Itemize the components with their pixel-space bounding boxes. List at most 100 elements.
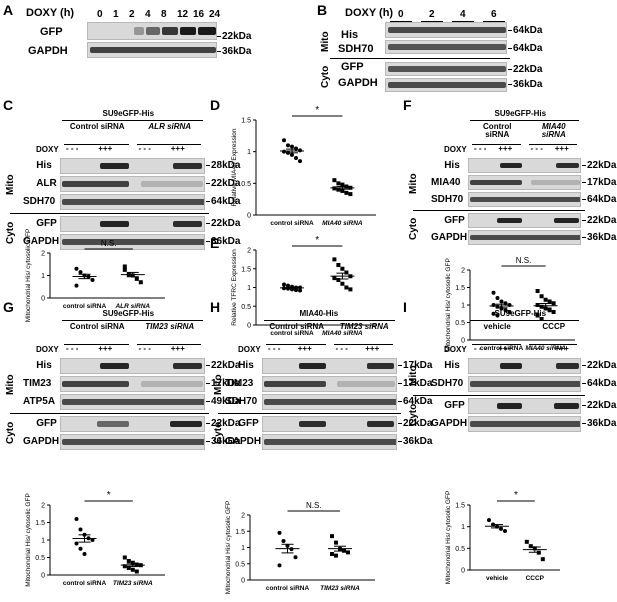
x-tick-label: CCCP <box>526 575 545 582</box>
b-timepoint-underline <box>452 21 474 22</box>
a-timepoint: 24 <box>209 9 221 20</box>
data-point <box>543 306 548 311</box>
data-point <box>74 283 79 288</box>
data-point <box>348 287 353 292</box>
data-point <box>332 186 337 191</box>
h-group-1: TIM23 siRNA <box>339 322 389 331</box>
h-mw-1: 17kDa <box>398 379 432 389</box>
c-blot-row <box>60 216 205 232</box>
data-point <box>340 281 345 286</box>
y-axis-label: Mitochondrial His/ cytosolic GFP <box>25 229 32 323</box>
c-title-underline <box>62 120 203 121</box>
h-row-4: GAPDH <box>225 436 262 447</box>
data-point <box>130 567 135 572</box>
c-mw-1: 22kDa <box>206 179 240 189</box>
data-point <box>547 299 552 304</box>
g-blot-row <box>60 376 205 392</box>
g-group-0: Control siRNA <box>69 322 125 331</box>
y-tick-label: 1.5 <box>241 118 251 125</box>
h-group-underline <box>266 344 326 345</box>
y-tick-label: 0.5 <box>235 561 245 568</box>
panel-label-a: A <box>3 2 14 18</box>
a-mw-36: 36kDa <box>217 47 251 57</box>
y-tick-label: 0.5 <box>241 304 251 311</box>
y-tick-label: 1 <box>461 524 465 531</box>
i-mw-0: 22kDa <box>582 361 616 371</box>
f-blot-row <box>468 213 581 228</box>
c-doxy-label: DOXY <box>36 145 59 154</box>
data-point <box>74 517 79 521</box>
h-row-3: GFP <box>238 418 259 429</box>
i-row-1: SDH70 <box>431 378 464 389</box>
i-blot-row <box>468 416 581 432</box>
i-minus: - - - <box>530 344 543 353</box>
a-timepoint: 12 <box>177 9 189 20</box>
y-tick-label: 0 <box>41 573 45 580</box>
y-tick-label: 1.5 <box>455 285 465 292</box>
g-row-1: TIM23 <box>23 378 52 389</box>
c-mw-2: 64kDa <box>206 197 240 207</box>
y-tick-label: 1 <box>461 303 465 310</box>
c-group-1: ALR siRNA <box>148 122 192 131</box>
f-group-1: MIA40 siRNA <box>541 122 566 140</box>
x-tick-label: MIA40 siRNA <box>322 220 363 227</box>
data-point <box>535 303 540 307</box>
data-point <box>298 288 302 293</box>
b-row-sdh70: SDH70 <box>338 43 374 55</box>
y-tick-label: 0 <box>41 296 45 303</box>
x-tick-label: control siRNA <box>270 220 314 227</box>
data-point <box>336 181 341 186</box>
x-tick-label: control siRNA <box>480 345 524 352</box>
h-blot-row <box>262 394 397 410</box>
data-point <box>277 530 282 535</box>
a-mw-22: 22kDa <box>217 32 251 42</box>
g-plus: +++ <box>98 344 113 353</box>
i-plus: +++ <box>554 344 569 353</box>
data-point <box>539 304 544 309</box>
data-point <box>491 311 496 316</box>
data-point <box>539 317 544 321</box>
c-row-4: GAPDH <box>23 236 60 247</box>
b-timepoint: 2 <box>429 9 435 20</box>
c-plus: +++ <box>98 144 113 153</box>
data-point <box>491 290 496 295</box>
significance-annotation: N.S. <box>101 239 117 248</box>
panel-label-h: H <box>210 299 221 315</box>
data-point <box>290 152 294 157</box>
c-group-underline <box>136 144 201 145</box>
c-group-0: Control siRNA <box>69 122 125 131</box>
y-tick-label: 0 <box>461 568 465 575</box>
data-point <box>543 297 548 302</box>
c-group-underline <box>64 144 129 145</box>
i-plus: +++ <box>498 344 513 353</box>
y-axis-label: Mitochondrial His/ cytosolic GFP <box>445 491 452 585</box>
data-point <box>74 266 79 271</box>
h-minus: - - - <box>335 344 348 353</box>
i-row-0: His <box>444 360 460 371</box>
significance-annotation: * <box>315 105 319 116</box>
f-divider <box>413 210 585 211</box>
i-doxy-label: DOXY <box>444 345 467 354</box>
x-tick-label: control siRNA <box>270 330 314 337</box>
f-title: SU9eGFP-His <box>494 109 547 118</box>
g-mw-3: 22kDa <box>206 419 240 429</box>
data-point <box>134 562 139 567</box>
data-point <box>503 529 507 533</box>
f-plus: +++ <box>498 144 513 153</box>
c-mw-4: 36kDa <box>206 237 240 247</box>
c-blot-row <box>60 158 205 174</box>
h-blot-row <box>262 416 397 432</box>
f-group-0: Control siRNA <box>483 122 512 140</box>
b-timepoint-underline <box>421 21 443 22</box>
data-point <box>551 310 556 314</box>
g-row-2: ATP5A <box>23 396 56 407</box>
y-tick-label: 0.5 <box>455 546 465 553</box>
data-point <box>336 187 341 192</box>
data-point <box>344 285 349 290</box>
g-group-underline <box>64 344 129 345</box>
i-group-1: CCCP <box>542 322 566 331</box>
y-tick-label: 2 <box>41 503 45 510</box>
panel-label-b: B <box>317 2 328 18</box>
data-point <box>495 313 500 318</box>
